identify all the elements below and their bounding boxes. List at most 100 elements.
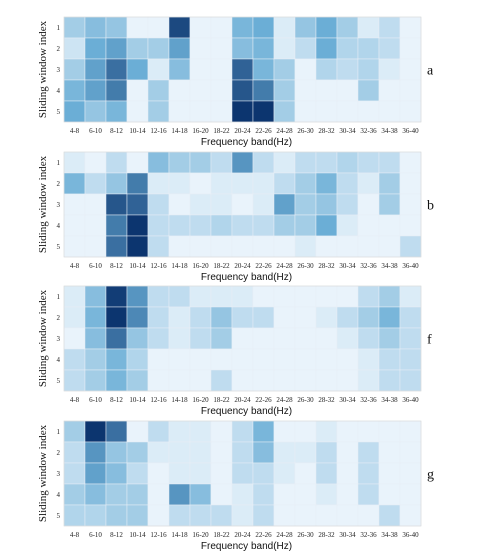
heatmap-cell bbox=[336, 348, 359, 371]
x-tick-label: 24-28 bbox=[276, 262, 293, 270]
x-tick-label: 24-28 bbox=[276, 531, 293, 539]
y-tick-label: 2 bbox=[57, 45, 61, 53]
heatmap-cell bbox=[294, 504, 317, 527]
heatmap-cell bbox=[63, 16, 86, 39]
heatmap-cell bbox=[336, 441, 359, 464]
x-tick-label: 10-14 bbox=[129, 531, 146, 539]
heatmap-cell bbox=[357, 504, 380, 527]
heatmap-cell bbox=[294, 420, 317, 443]
x-tick-label: 24-28 bbox=[276, 396, 293, 404]
y-tick-label: 4 bbox=[57, 356, 61, 364]
heatmap-cell bbox=[273, 79, 296, 102]
heatmap-cell bbox=[126, 441, 149, 464]
heatmap-cell bbox=[294, 441, 317, 464]
heatmap-cell bbox=[126, 172, 149, 195]
heatmap-cell bbox=[84, 235, 107, 258]
heatmap-cell bbox=[126, 285, 149, 308]
heatmap-cell bbox=[189, 100, 212, 123]
heatmap-cell bbox=[126, 462, 149, 485]
heatmap-cell bbox=[399, 285, 422, 308]
heatmap-cell bbox=[231, 369, 254, 392]
heatmap-cell bbox=[168, 441, 191, 464]
heatmap-cell bbox=[147, 420, 170, 443]
heatmap-cell bbox=[294, 483, 317, 506]
heatmap-cell bbox=[105, 193, 128, 216]
heatmap-cell bbox=[378, 420, 401, 443]
heatmap-cell bbox=[336, 235, 359, 258]
heatmap-cell bbox=[84, 37, 107, 60]
heatmap-cell bbox=[231, 79, 254, 102]
heatmap-cell bbox=[399, 37, 422, 60]
heatmap-cell bbox=[252, 151, 275, 174]
heatmap-cell bbox=[105, 37, 128, 60]
heatmap-cell bbox=[315, 16, 338, 39]
heatmap-cell bbox=[336, 58, 359, 81]
x-tick-label: 10-14 bbox=[129, 262, 146, 270]
heatmap-cell bbox=[210, 420, 233, 443]
heatmap-cell bbox=[336, 285, 359, 308]
heatmap-cell bbox=[210, 100, 233, 123]
y-tick-label: 2 bbox=[57, 449, 61, 457]
heatmap-cell bbox=[378, 151, 401, 174]
heatmap-cell bbox=[399, 348, 422, 371]
y-tick-label: 5 bbox=[57, 512, 61, 520]
x-tick-label: 12-16 bbox=[150, 127, 167, 135]
heatmap-cell bbox=[84, 151, 107, 174]
heatmap-cell bbox=[378, 193, 401, 216]
heatmap-cell bbox=[147, 151, 170, 174]
heatmap-cell bbox=[399, 504, 422, 527]
heatmap-panel-a: 1 2 3 4 5 4-8 6-10 8-12 10-14 12-16 14-18 16-20 18-2… bbox=[37, 16, 434, 148]
x-tick-label: 34-38 bbox=[381, 396, 398, 404]
x-tick-label: 20-24 bbox=[234, 396, 251, 404]
y-tick-label: 5 bbox=[57, 377, 61, 385]
heatmap-cell bbox=[357, 214, 380, 237]
heatmap-cell bbox=[105, 348, 128, 371]
y-axis-title: Sliding window index bbox=[37, 424, 49, 522]
heatmap-cell bbox=[231, 504, 254, 527]
heatmap-cell bbox=[399, 58, 422, 81]
heatmap-cell bbox=[273, 306, 296, 329]
heatmap-cell bbox=[63, 58, 86, 81]
heatmap-cell bbox=[357, 79, 380, 102]
heatmap-cell bbox=[210, 462, 233, 485]
heatmap-cell bbox=[231, 172, 254, 195]
heatmap-cell bbox=[378, 327, 401, 350]
heatmap-cell bbox=[168, 369, 191, 392]
heatmap-cell bbox=[84, 193, 107, 216]
heatmap-cell bbox=[252, 504, 275, 527]
heatmap-cell bbox=[189, 235, 212, 258]
heatmap-cell bbox=[357, 483, 380, 506]
heatmap-cell bbox=[105, 441, 128, 464]
x-tick-label: 18-22 bbox=[213, 531, 230, 539]
y-axis-title: Sliding window index bbox=[37, 155, 49, 253]
x-tick-label: 26-30 bbox=[297, 531, 314, 539]
heatmap-cell bbox=[315, 100, 338, 123]
heatmap-cell bbox=[399, 151, 422, 174]
plot-frame bbox=[63, 16, 422, 123]
heatmap-cell bbox=[126, 100, 149, 123]
heatmap-cell bbox=[357, 235, 380, 258]
heatmap-cell bbox=[357, 420, 380, 443]
heatmap-cell bbox=[273, 369, 296, 392]
heatmap-cell bbox=[63, 37, 86, 60]
heatmap-cell bbox=[399, 214, 422, 237]
heatmap-cell bbox=[189, 214, 212, 237]
heatmap-cell bbox=[126, 151, 149, 174]
heatmap-cell bbox=[399, 369, 422, 392]
panel-label: f bbox=[427, 333, 432, 348]
heatmap-cell bbox=[84, 462, 107, 485]
x-tick-label: 20-24 bbox=[234, 262, 251, 270]
heatmap-cell bbox=[315, 37, 338, 60]
heatmap-cell bbox=[252, 483, 275, 506]
heatmap-cell bbox=[84, 441, 107, 464]
heatmap-cell bbox=[357, 16, 380, 39]
heatmap-cell bbox=[126, 348, 149, 371]
heatmap-cell bbox=[168, 214, 191, 237]
heatmap-cell bbox=[168, 151, 191, 174]
heatmap-cell bbox=[357, 369, 380, 392]
heatmap-cell bbox=[147, 100, 170, 123]
heatmap-cell bbox=[63, 214, 86, 237]
heatmap-cell bbox=[63, 504, 86, 527]
heatmap-cell bbox=[357, 462, 380, 485]
heatmap-cell bbox=[252, 214, 275, 237]
